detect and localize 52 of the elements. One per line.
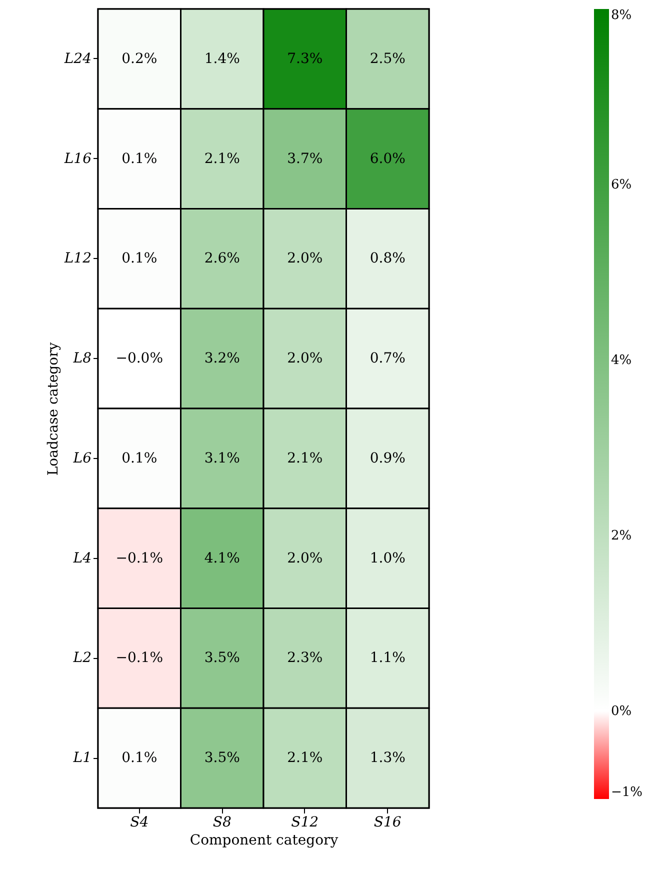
data-label: 1.3% (370, 750, 406, 766)
x-axis-title: Component category (190, 832, 338, 848)
data-label: 4.1% (204, 550, 240, 566)
data-label: 2.5% (370, 50, 406, 67)
data-label: −0.0% (116, 350, 164, 367)
x-tick-label: S16 (374, 814, 402, 830)
data-label: 2.1% (204, 150, 240, 167)
y-tick-label: L2 (72, 650, 92, 666)
data-label: 0.9% (370, 450, 406, 466)
x-tick-label: S12 (291, 814, 319, 830)
data-label: 3.7% (287, 150, 323, 167)
data-label: 0.1% (122, 250, 158, 267)
data-label: −0.1% (116, 650, 164, 666)
color-bar-label: 0% (611, 704, 632, 720)
y-tick-label: L24 (63, 50, 92, 67)
y-tick-label: L8 (72, 350, 92, 367)
data-label: 2.0% (287, 550, 323, 566)
data-label: 3.5% (204, 750, 240, 766)
data-label: 3.2% (204, 350, 240, 367)
data-label: 2.0% (287, 250, 323, 267)
data-label: 0.1% (122, 750, 158, 766)
data-label: 2.1% (287, 750, 323, 766)
color-bar-label: 4% (611, 353, 632, 368)
data-label: 7.3% (287, 50, 323, 67)
x-tick-label: S4 (130, 814, 149, 830)
y-tick-label: L16 (63, 150, 92, 167)
data-label: 3.5% (204, 650, 240, 666)
y-axis-title: Loadcase category (45, 342, 62, 476)
data-label: 6.0% (370, 150, 406, 167)
data-label: 3.1% (204, 450, 240, 466)
data-label: 0.1% (122, 450, 158, 466)
y-tick-label: L1 (72, 750, 92, 766)
data-label: 1.1% (370, 650, 406, 666)
data-label: −0.1% (116, 550, 164, 566)
data-label: 0.8% (370, 250, 406, 267)
data-label: 0.7% (370, 350, 406, 367)
data-label: 0.2% (122, 50, 158, 67)
color-bar-label: 6% (611, 178, 632, 193)
data-label: 2.6% (204, 250, 240, 267)
y-tick-label: L4 (72, 550, 92, 566)
color-bar-label: 2% (611, 528, 632, 544)
y-tick-label: L6 (72, 450, 92, 466)
data-label: 0.1% (122, 150, 158, 167)
color-bar-label: −1% (611, 785, 643, 800)
y-tick-label: L12 (63, 250, 92, 267)
data-label: 2.3% (287, 650, 323, 666)
color-bar-label: 8% (611, 8, 632, 23)
data-label: 2.1% (287, 450, 323, 466)
data-label: 1.0% (370, 550, 406, 566)
x-tick-label: S8 (212, 814, 232, 830)
data-label: 2.0% (287, 350, 323, 367)
data-label: 1.4% (204, 50, 240, 67)
